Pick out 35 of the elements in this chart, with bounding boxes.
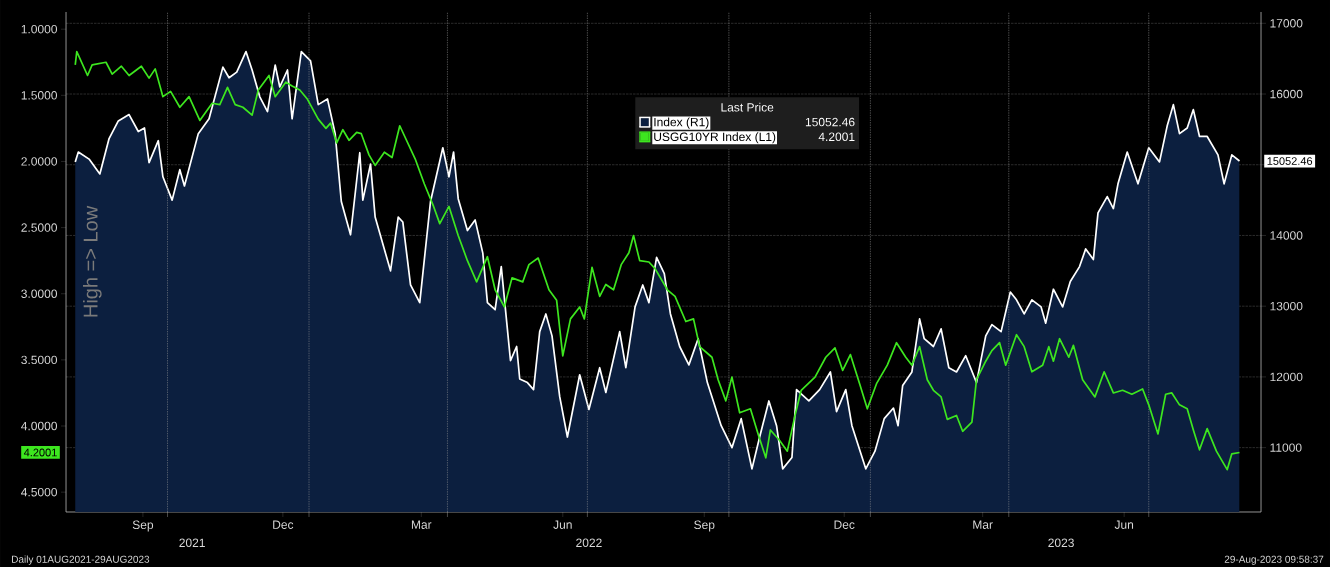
y2-tick-label: 11000	[1270, 443, 1302, 452]
x2-tick-label: 2023	[1048, 538, 1074, 548]
y-tick-label: 4.2001	[23, 448, 57, 457]
text: 15052.46	[805, 117, 855, 127]
y-tick-label: 2.5000	[21, 223, 58, 232]
legend-label: Index (R1)	[654, 117, 709, 129]
y2-tick-label: 13000	[1270, 301, 1303, 311]
y-tick-label: 4.5000	[21, 487, 58, 497]
y-axis-title: High => Low	[82, 205, 102, 317]
x-tick-label: Sep	[694, 520, 715, 532]
y2-tick-label: 15052.46	[1267, 157, 1313, 165]
y2-tick-label: 14000	[1270, 231, 1303, 240]
y-tick-label: 3.5000	[21, 355, 58, 365]
text: 29-Aug-2023 09:58:37	[1224, 555, 1324, 565]
y-tick-label: 3.0000	[21, 289, 58, 298]
x-tick-label: Dec	[273, 520, 294, 529]
x-tick-label: Sep	[132, 520, 154, 532]
x-tick-label: Mar	[411, 520, 432, 529]
legend-label: USGG10YR Index (L1)	[654, 132, 776, 144]
y2-tick-label: 17000	[1270, 19, 1303, 28]
x-tick-label: Mar	[973, 520, 993, 529]
y-tick-label: 1.5000	[21, 91, 58, 100]
x-tick-label: Dec	[834, 520, 855, 529]
y-tick-label: 4.0000	[21, 421, 58, 431]
x2-tick-label: 2022	[576, 538, 602, 548]
text: 4.2001	[818, 132, 855, 141]
x-tick-label: Jun	[1114, 520, 1134, 529]
text: Daily 01AUG2021-29AUG2023	[12, 555, 150, 565]
y2-tick-label: 12000	[1270, 372, 1303, 382]
y-tick-label: 2.0000	[21, 157, 58, 166]
y2-tick-label: 16000	[1270, 89, 1303, 99]
x2-tick-label: 2021	[179, 538, 205, 548]
legend-title: Last Price	[721, 102, 774, 112]
x-tick-label: Jun	[553, 520, 572, 529]
y-tick-label: 1.0000	[21, 24, 58, 34]
